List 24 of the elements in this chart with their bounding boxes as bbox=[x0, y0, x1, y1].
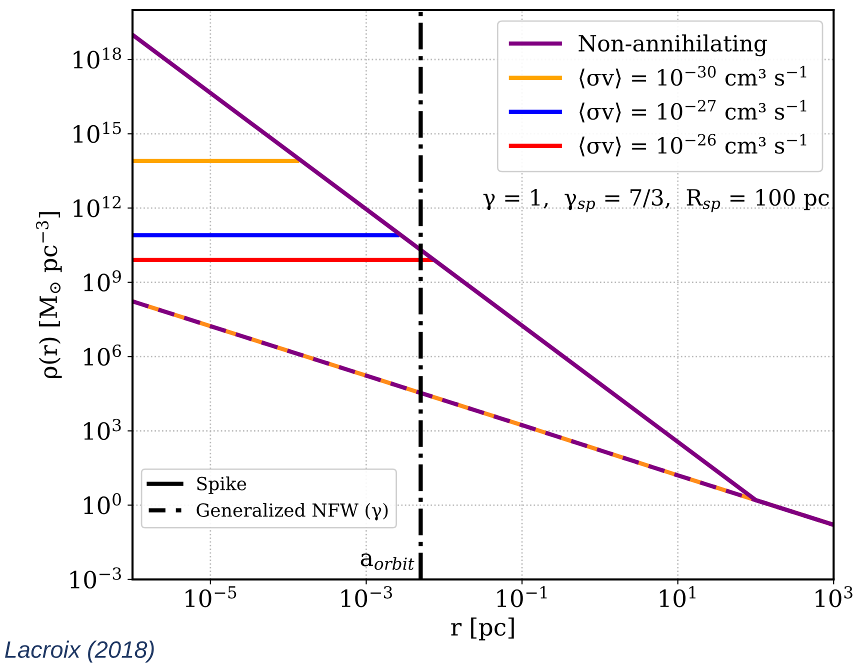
y-axis-title: ρ(r) [M$_{⊙}$ pc$^{−3}$] bbox=[36, 212, 62, 378]
x-tick-label: 10$^{−1}$ bbox=[497, 586, 547, 608]
y-tick-label: 10$^{18}$ bbox=[74, 47, 122, 69]
x-tick-label: 10$^{3}$ bbox=[816, 586, 852, 608]
y-tick-label: 10$^{−3}$ bbox=[70, 567, 121, 589]
y-tick-label: 10$^{9}$ bbox=[84, 270, 121, 292]
legend-label: Non-annihilating bbox=[578, 34, 767, 56]
x-axis-title: r [pc] bbox=[451, 618, 514, 640]
y-tick-label: 10$^{15}$ bbox=[74, 122, 121, 143]
x-tick-label: 10$^{−5}$ bbox=[186, 586, 236, 608]
y-tick-label: 10$^{12}$ bbox=[74, 196, 121, 218]
y-tick-label: 10$^{0}$ bbox=[84, 493, 121, 514]
legend-label: ⟨σv⟩ = 10$^{−30}$ cm³ s$^{−1}$ bbox=[580, 66, 806, 88]
legend-label: ⟨σv⟩ = 10$^{−27}$ cm³ s$^{−1}$ bbox=[580, 100, 806, 122]
text: Lacroix (2018) bbox=[5, 640, 154, 663]
y-tick-label: 10$^{6}$ bbox=[84, 344, 121, 366]
y-tick-label: 10$^{3}$ bbox=[84, 418, 121, 440]
annotation: Generalized NFW (γ) bbox=[196, 502, 388, 520]
x-tick-label: 10$^{1}$ bbox=[660, 586, 696, 608]
ref-line-label: a$_{orbit}$ bbox=[360, 553, 414, 570]
legend-label: ⟨σv⟩ = 10$^{−26}$ cm³ s$^{−1}$ bbox=[580, 134, 806, 156]
x-tick-label: 10$^{−3}$ bbox=[341, 586, 392, 608]
annotation: γ = 1, γ$_{sp}$ = 7/3, R$_{sp}$ = 100 pc bbox=[483, 188, 829, 212]
annotation: Spike bbox=[197, 476, 246, 494]
